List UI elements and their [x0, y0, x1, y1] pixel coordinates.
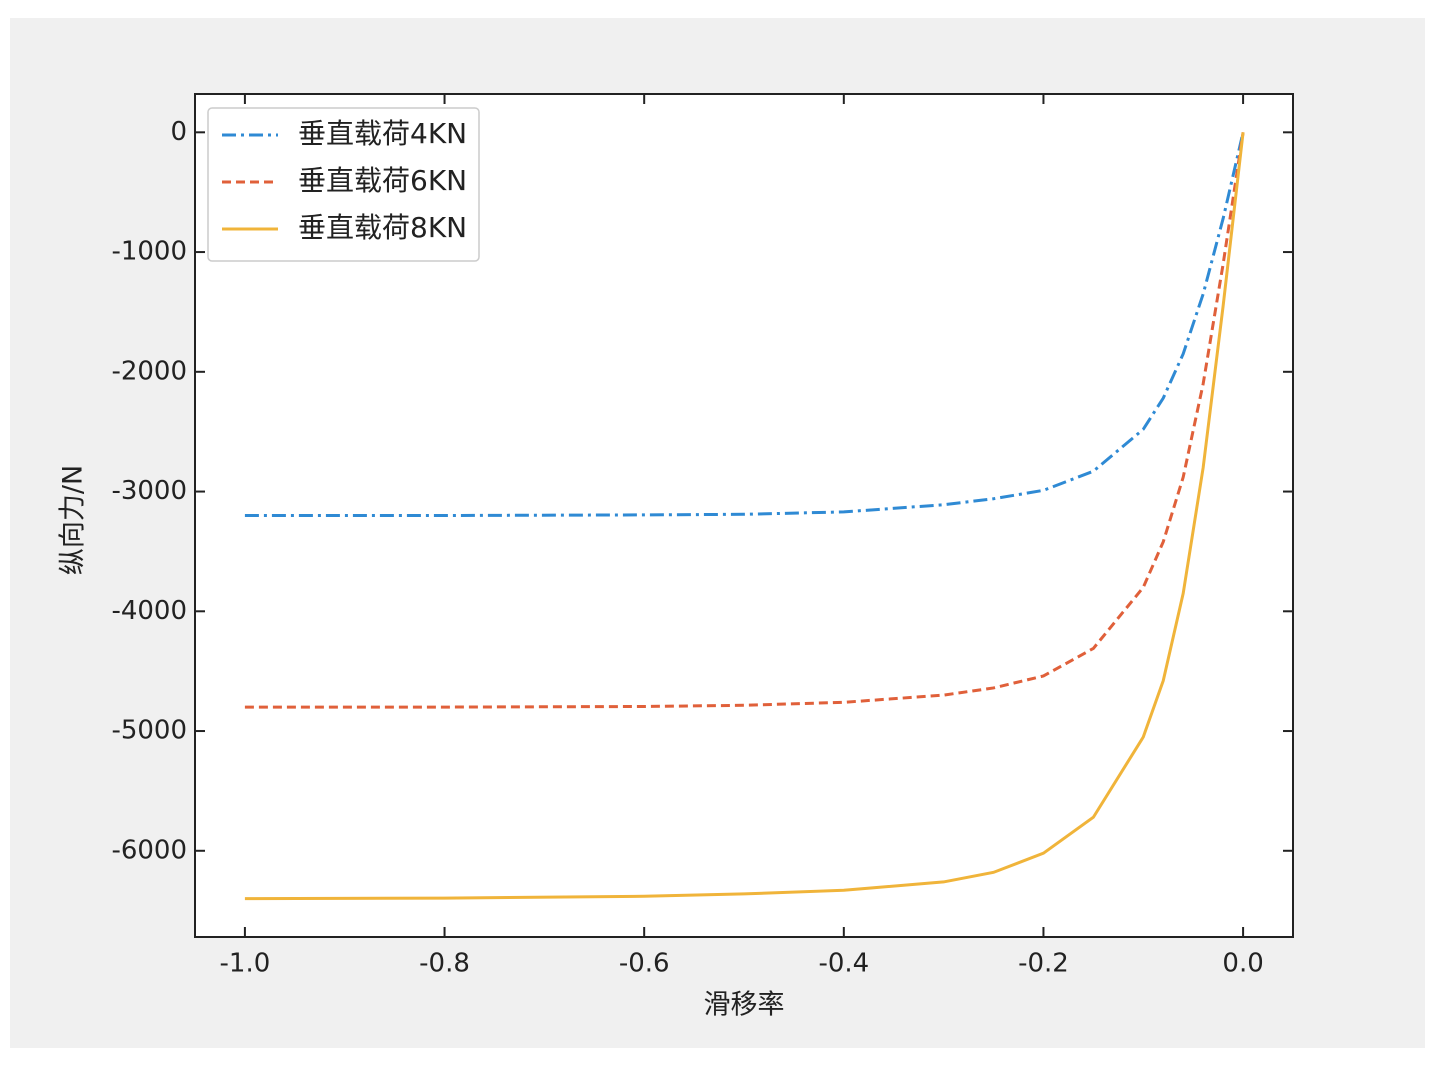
legend-box	[207, 107, 480, 262]
series-line	[244, 131, 1245, 517]
x-tick-label: -0.4	[818, 949, 869, 979]
y-tick-label: -5000	[111, 716, 187, 746]
series-line	[244, 132, 1245, 709]
x-tick-label: -0.6	[619, 949, 670, 979]
x-tick-label: -0.8	[419, 949, 470, 979]
y-tick-label: -2000	[111, 356, 187, 386]
y-tick-label: -3000	[111, 476, 187, 506]
x-tick-label: -1.0	[220, 949, 271, 979]
y-axis-label: 纵向力/N	[58, 465, 89, 575]
x-axis-label: 滑移率	[704, 990, 785, 1021]
axes-frame	[194, 93, 1294, 938]
series-line	[244, 132, 1245, 901]
y-tick-label: -4000	[111, 596, 187, 626]
x-tick-label: -0.2	[1018, 949, 1069, 979]
legend-label: 垂直载荷8KN	[298, 211, 467, 244]
y-tick-label: -6000	[111, 835, 187, 865]
y-tick-label: -1000	[111, 237, 187, 267]
legend-label: 垂直载荷4KN	[298, 117, 467, 150]
y-tick-label: 0	[170, 117, 187, 147]
x-tick-label: 0.0	[1222, 949, 1263, 979]
legend-label: 垂直载荷6KN	[298, 164, 467, 197]
